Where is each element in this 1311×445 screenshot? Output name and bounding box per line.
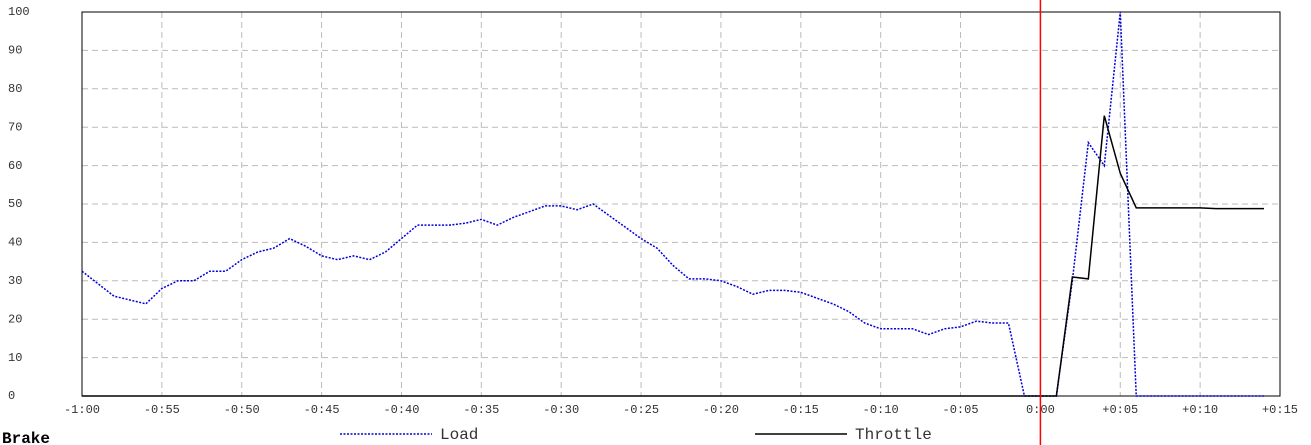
y-tick-label: 60 <box>8 159 22 173</box>
y-tick-label: 0 <box>8 389 15 403</box>
plot-frame <box>81 11 1281 397</box>
legend-label: Throttle <box>855 426 932 444</box>
y-tick-label: 80 <box>8 82 22 96</box>
x-tick-label: -0:05 <box>943 403 979 417</box>
x-tick-label: +0:10 <box>1182 403 1218 417</box>
y-tick-label: 10 <box>8 351 22 365</box>
x-tick-label: +0:05 <box>1102 403 1138 417</box>
x-tick-label: -0:55 <box>144 403 180 417</box>
x-tick-label: -0:25 <box>623 403 659 417</box>
y-tick-label: 100 <box>8 5 30 19</box>
x-tick-label: -0:45 <box>304 403 340 417</box>
x-tick-label: -0:20 <box>703 403 739 417</box>
x-tick-label: -0:40 <box>383 403 419 417</box>
x-tick-label: -0:10 <box>863 403 899 417</box>
y-tick-label: 90 <box>8 44 22 58</box>
x-tick-label: -0:50 <box>224 403 260 417</box>
y-tick-label: 40 <box>8 236 22 250</box>
y-tick-label: 70 <box>8 120 22 134</box>
legend-label: Load <box>440 426 478 444</box>
x-tick-label: -0:30 <box>543 403 579 417</box>
y-tick-label: 50 <box>8 197 22 211</box>
series-line <box>82 115 1265 397</box>
y-tick-label: 30 <box>8 274 22 288</box>
x-tick-label: -0:35 <box>463 403 499 417</box>
x-tick-label: -0:15 <box>783 403 819 417</box>
y-tick-label: 20 <box>8 312 22 326</box>
chart-label: Brake <box>2 430 50 445</box>
x-tick-label: -1:00 <box>64 403 100 417</box>
x-tick-label: +0:15 <box>1262 403 1298 417</box>
